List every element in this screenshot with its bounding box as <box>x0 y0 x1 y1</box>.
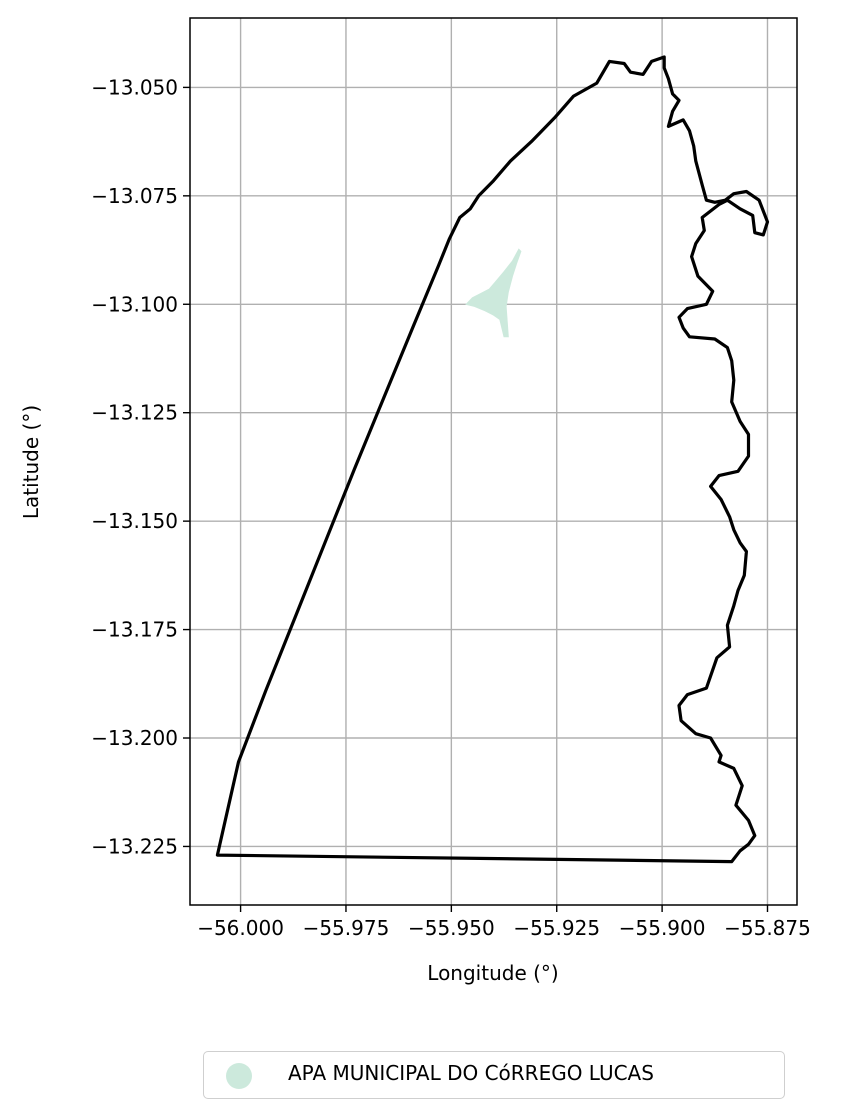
y-axis-ticks: −13.050 −13.075 −13.100 −13.125 −13.150 −13.1… <box>91 75 190 858</box>
x-tick-label: −56.000 <box>197 916 284 940</box>
x-axis-ticks: −56.000 −55.975 −55.950 −55.925 −55.900 −55.8… <box>197 905 811 940</box>
y-tick-label: −13.125 <box>91 401 178 425</box>
x-tick-label: −55.975 <box>303 916 390 940</box>
y-axis-label: Latitude (°) <box>19 405 43 519</box>
y-tick-label: −13.225 <box>91 834 178 858</box>
legend: APA MUNICIPAL DO CóRREGO LUCAS <box>203 1051 785 1099</box>
grid-lines <box>190 18 797 905</box>
protected-area-polygon <box>465 248 522 338</box>
y-tick-label: −13.075 <box>91 184 178 208</box>
x-tick-label: −55.875 <box>724 916 811 940</box>
y-tick-label: −13.050 <box>91 75 178 99</box>
legend-label: APA MUNICIPAL DO CóRREGO LUCAS <box>288 1061 654 1085</box>
y-tick-label: −13.175 <box>91 618 178 642</box>
x-tick-label: −55.950 <box>408 916 495 940</box>
y-tick-label: −13.100 <box>91 292 178 316</box>
map-layers <box>215 55 770 864</box>
x-tick-label: −55.900 <box>619 916 706 940</box>
plot-frame <box>189 17 798 906</box>
x-axis-label: Longitude (°) <box>427 961 558 985</box>
municipality-boundary <box>215 55 770 864</box>
y-tick-label: −13.200 <box>91 726 178 750</box>
x-tick-label: −55.925 <box>513 916 600 940</box>
y-tick-label: −13.150 <box>91 509 178 533</box>
legend-marker <box>226 1063 252 1089</box>
